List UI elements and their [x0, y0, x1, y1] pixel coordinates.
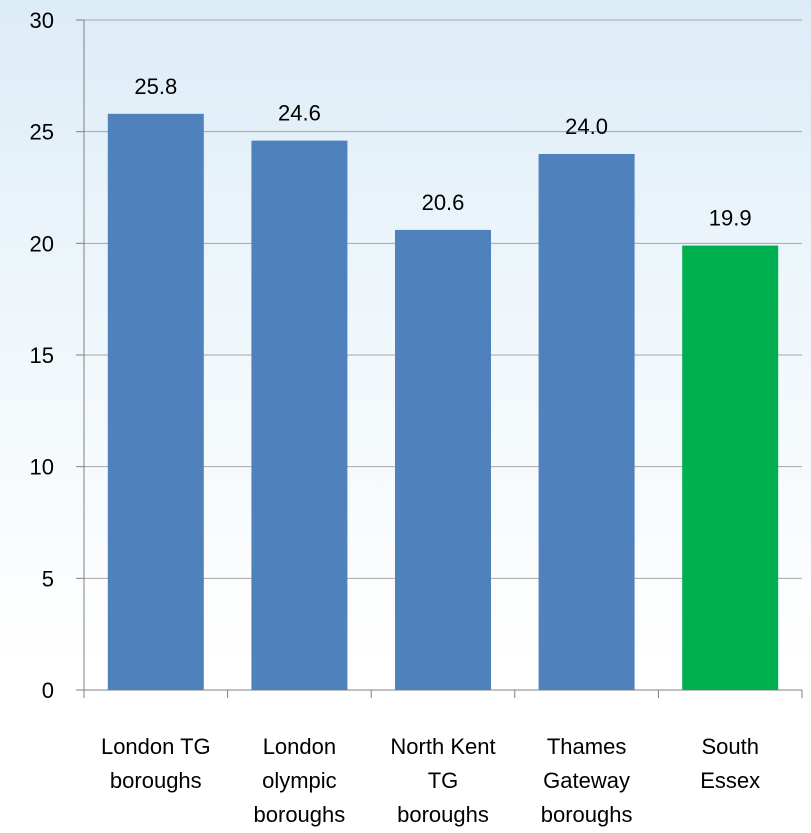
x-category-label: North Kent	[390, 734, 495, 759]
bar	[682, 246, 778, 690]
x-category-label: olympic	[262, 768, 337, 793]
x-category-label: boroughs	[254, 802, 346, 827]
y-tick-label: 20	[30, 231, 54, 256]
x-category-label: boroughs	[110, 768, 202, 793]
data-label: 25.8	[134, 74, 177, 99]
data-label: 24.6	[278, 101, 321, 126]
data-label: 20.6	[422, 190, 465, 215]
x-category-label: Essex	[700, 768, 760, 793]
x-category-label: London	[263, 734, 336, 759]
x-category-label: South	[701, 734, 759, 759]
y-tick-label: 0	[42, 678, 54, 703]
y-tick-label: 5	[42, 566, 54, 591]
y-tick-label: 25	[30, 120, 54, 145]
y-tick-label: 15	[30, 343, 54, 368]
bar	[251, 141, 347, 690]
x-category-label: London TG	[101, 734, 211, 759]
y-tick-label: 10	[30, 455, 54, 480]
y-tick-label: 30	[30, 8, 54, 33]
x-category-label: boroughs	[397, 802, 489, 827]
bar	[395, 230, 491, 690]
bar	[108, 114, 204, 690]
data-label: 19.9	[709, 206, 752, 231]
x-category-label: TG	[428, 768, 459, 793]
x-category-label: Thames	[547, 734, 626, 759]
data-label: 24.0	[565, 114, 608, 139]
bar	[539, 154, 635, 690]
x-category-label: boroughs	[541, 802, 633, 827]
x-category-label: Gateway	[543, 768, 630, 793]
